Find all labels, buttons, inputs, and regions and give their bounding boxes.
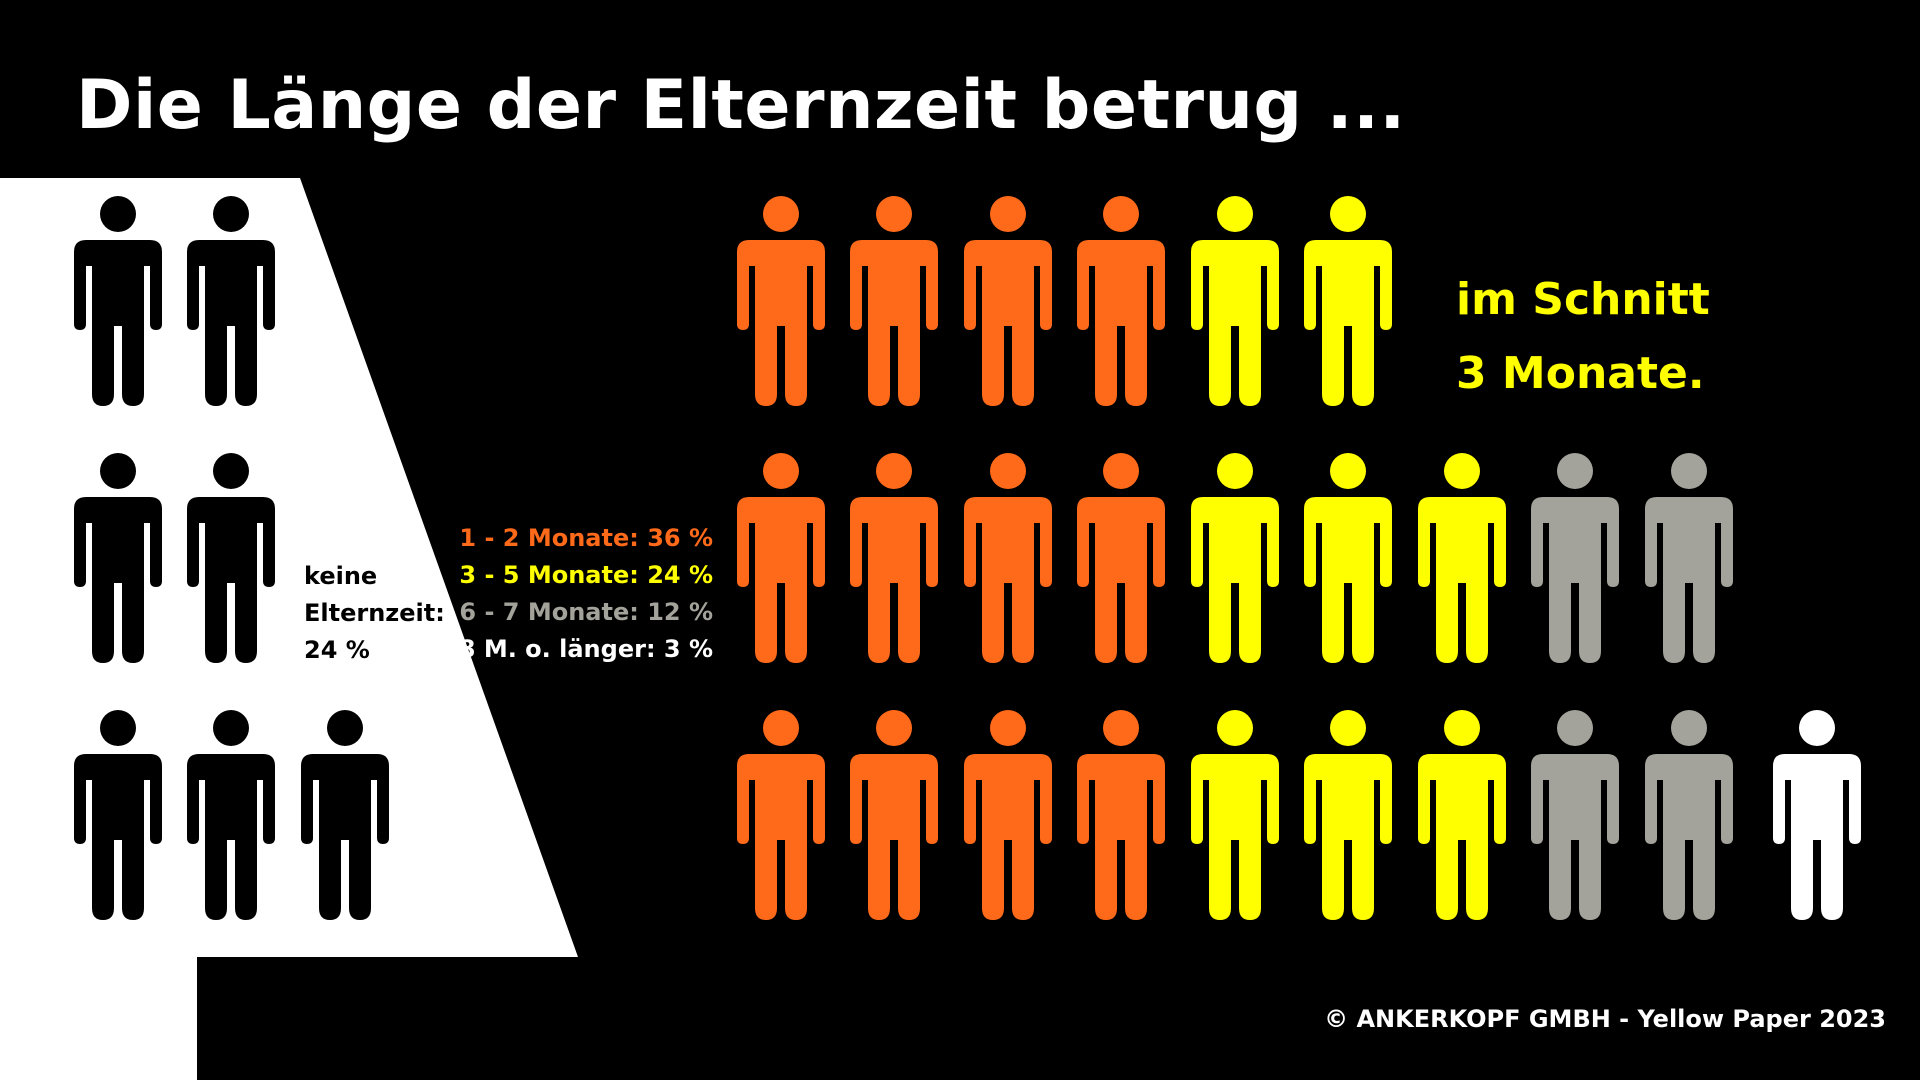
person-icon: [964, 453, 1052, 663]
person-icon: [187, 453, 275, 663]
person-icon: [301, 710, 389, 920]
person-icon: [1418, 453, 1506, 663]
no-leave-label-line-2: Elternzeit:: [304, 599, 445, 627]
legend: 1 - 2 Monate: 36 % 3 - 5 Monate: 24 % 6 - …: [440, 520, 713, 668]
person-icon: [1645, 710, 1733, 920]
person-icon: [850, 710, 938, 920]
legend-entry: 8 M. o. länger: 3 %: [458, 635, 713, 663]
person-icon: [1304, 453, 1392, 663]
no-leave-label-line-3: 24 %: [304, 636, 370, 664]
person-icon: [1531, 453, 1619, 663]
person-icon: [1773, 710, 1861, 920]
person-icon: [964, 710, 1052, 920]
person-icon: [1077, 196, 1165, 406]
person-icon: [1304, 196, 1392, 406]
person-icon: [850, 196, 938, 406]
person-icon: [1418, 710, 1506, 920]
person-icon: [964, 196, 1052, 406]
person-icon: [1191, 710, 1279, 920]
page-title: Die Länge der Elternzeit betrug ...: [76, 66, 1406, 145]
person-icon: [1191, 453, 1279, 663]
person-icon: [737, 453, 825, 663]
person-icon: [1191, 196, 1279, 406]
person-icon: [737, 196, 825, 406]
person-icon: [737, 710, 825, 920]
person-icon: [1531, 710, 1619, 920]
average-label-line-1: im Schnitt: [1456, 274, 1710, 325]
person-icon: [187, 196, 275, 406]
no-leave-label-line-1: keine: [304, 562, 378, 590]
legend-entry: 3 - 5 Monate: 24 %: [459, 561, 713, 589]
person-icon: [850, 453, 938, 663]
copyright-notice: © ANKERKOPF GMBH - Yellow Paper 2023: [1324, 1005, 1886, 1033]
average-label-line-2: 3 Monate.: [1456, 348, 1705, 399]
person-icon: [1077, 710, 1165, 920]
person-icon: [1304, 710, 1392, 920]
person-icon: [74, 453, 162, 663]
person-icon: [1077, 453, 1165, 663]
person-icon: [74, 196, 162, 406]
white-panel-shape: [0, 178, 578, 1080]
person-icon: [187, 710, 275, 920]
no-leave-label: keine Elternzeit: 24 %: [304, 558, 445, 669]
person-icon: [1645, 453, 1733, 663]
person-icon: [74, 710, 162, 920]
legend-entry: 1 - 2 Monate: 36 %: [459, 524, 713, 552]
legend-entry: 6 - 7 Monate: 12 %: [459, 598, 713, 626]
